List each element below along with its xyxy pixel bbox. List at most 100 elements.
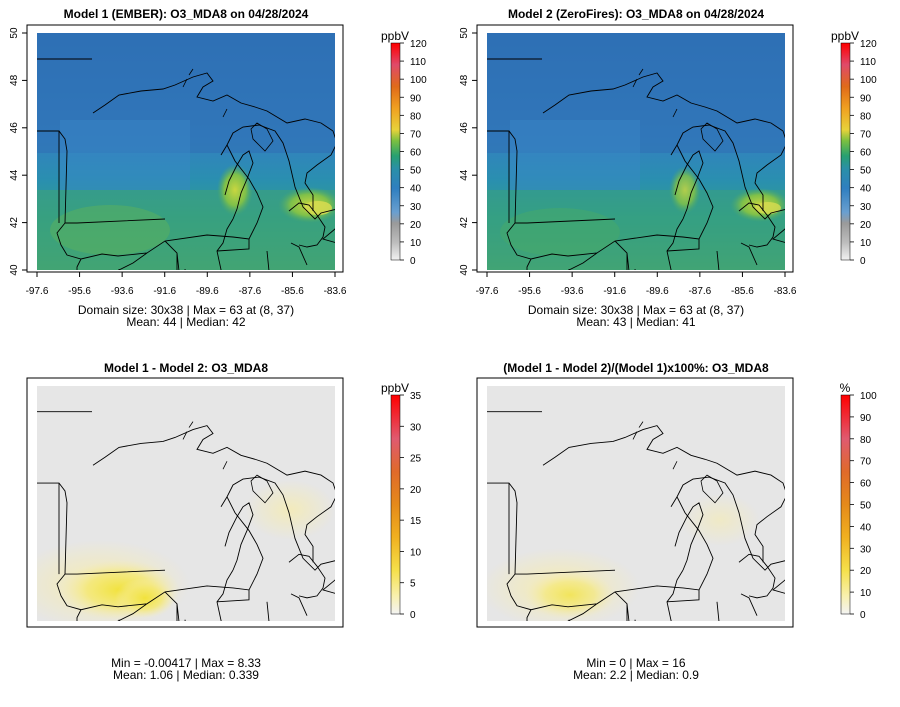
colorbar-tick-label: 50 [410, 166, 422, 177]
panel-model2: Model 2 (ZeroFires): O3_MDA8 on 04/28/20… [459, 7, 877, 329]
x-tick-label: -93.6 [561, 286, 584, 297]
panel-percent-difference: (Model 1 - Model 2)/(Model 1)x100%: O3_M… [476, 361, 877, 682]
colorbar-tick-label: 40 [410, 184, 422, 195]
panel3-title: Model 1 - Model 2: O3_MDA8 [104, 361, 268, 375]
x-tick-label: -91.6 [153, 286, 176, 297]
colorbar-tick-label: 70 [410, 129, 422, 140]
colorbar-tick-label: 40 [860, 184, 872, 195]
colorbar-tick-label: 30 [860, 544, 872, 555]
x-tick-label: -83.6 [774, 286, 797, 297]
y-tick-label: 42 [9, 217, 20, 229]
x-tick-label: -89.6 [646, 286, 669, 297]
colorbar-tick-label: 35 [410, 391, 422, 402]
panel-difference: Model 1 - Model 2: O3_MDA8 Min = -0.0041… [26, 361, 422, 682]
colorbar-tick-label: 100 [410, 75, 427, 86]
panel1-title: Model 1 (EMBER): O3_MDA8 on 04/28/2024 [64, 7, 309, 21]
colorbar-tick-label: 80 [410, 111, 422, 122]
x-tick-label: -97.6 [476, 286, 499, 297]
colorbar-tick-label: 30 [410, 422, 422, 433]
panel2-y-axis: 40 42 44 46 48 50 [459, 27, 477, 276]
colorbar-tick-label: 60 [860, 479, 872, 490]
panel3-colorbar-unit: ppbV [381, 381, 409, 395]
colorbar-tick-label: 50 [860, 501, 872, 512]
colorbar-tick-label: 5 [410, 579, 416, 590]
colorbar-tick-label: 50 [860, 166, 872, 177]
colorbar-tick-label: 70 [860, 129, 872, 140]
y-tick-label: 40 [459, 264, 470, 276]
colorbar-tick-label: 0 [860, 610, 866, 621]
colorbar-tick-label: 25 [410, 454, 422, 465]
panel1-colorbar-unit: ppbV [381, 29, 409, 43]
colorbar-tick-label: 30 [860, 202, 872, 213]
colorbar-tick-label: 0 [860, 256, 866, 267]
panel1-stats-line2: Mean: 44 | Median: 42 [126, 315, 246, 329]
panel1-colorbar: ppbV 0 10 20 30 40 50 60 70 80 90 100 110 120 [381, 29, 427, 267]
colorbar-tick-label: 90 [410, 93, 422, 104]
panel-model1: Model 1 (EMBER): O3_MDA8 on 04/28/2024 -… [9, 7, 427, 329]
colorbar-tick-label: 120 [410, 39, 427, 50]
colorbar-tick-label: 20 [410, 485, 422, 496]
panel2-heatmap [487, 33, 785, 270]
y-tick-label: 50 [9, 27, 20, 39]
colorbar-tick-label: 100 [860, 391, 877, 402]
y-tick-label: 44 [9, 169, 20, 181]
colorbar-tick-label: 100 [860, 75, 877, 86]
colorbar-tick-label: 10 [410, 547, 422, 558]
colorbar-tick-label: 120 [860, 39, 877, 50]
x-tick-label: -97.6 [26, 286, 49, 297]
panel3-stats-line1: Min = -0.00417 | Max = 8.33 [111, 656, 261, 670]
x-tick-label: -95.6 [518, 286, 541, 297]
panel4-frame [476, 377, 794, 628]
colorbar-tick-label: 70 [860, 457, 872, 468]
panel4-colorbar: % 0 10 20 30 40 50 60 70 80 90 100 [840, 381, 877, 621]
colorbar-tick-label: 60 [410, 148, 422, 159]
panel2-colorbar: ppbV 0 10 20 30 40 50 60 70 80 90 100 110 120 [831, 29, 877, 267]
x-tick-label: -87.6 [238, 286, 261, 297]
y-tick-label: 46 [459, 122, 470, 134]
panel4-stats-line2: Mean: 2.2 | Median: 0.9 [573, 668, 699, 682]
colorbar-tick-label: 0 [410, 256, 416, 267]
colorbar-tick-label: 90 [860, 93, 872, 104]
panel2-colorbar-unit: ppbV [831, 29, 859, 43]
colorbar-tick-label: 15 [410, 516, 422, 527]
colorbar-tick-label: 20 [410, 220, 422, 231]
x-tick-label: -87.6 [688, 286, 711, 297]
panel2-title: Model 2 (ZeroFires): O3_MDA8 on 04/28/20… [508, 7, 764, 21]
panel2-frame [476, 24, 794, 273]
x-tick-label: -85.6 [281, 286, 304, 297]
panel4-stats-line1: Min = 0 | Max = 16 [586, 656, 685, 670]
panel2-x-axis: -97.6 -95.6 -93.6 -91.6 -89.6 -87.6 -85.6 -83.6 [476, 272, 797, 297]
colorbar-tick-label: 110 [860, 57, 876, 68]
x-tick-label: -91.6 [603, 286, 626, 297]
panel2-stats-line1: Domain size: 30x38 | Max = 63 at (8, 37) [528, 303, 744, 317]
colorbar-tick-label: 10 [860, 238, 872, 249]
y-tick-label: 48 [9, 74, 20, 86]
panel4-heatmap [487, 386, 785, 621]
colorbar-tick-label: 0 [410, 610, 416, 621]
y-tick-label: 50 [459, 27, 470, 39]
panel1-stats-line1: Domain size: 30x38 | Max = 63 at (8, 37) [78, 303, 294, 317]
panel3-frame [26, 377, 344, 628]
panel4-title: (Model 1 - Model 2)/(Model 1)x100%: O3_M… [503, 361, 769, 375]
colorbar-tick-label: 110 [410, 57, 426, 68]
panel4-colorbar-unit: % [840, 381, 851, 395]
colorbar-tick-label: 30 [410, 202, 422, 213]
panel1-x-axis: -97.6 -95.6 -93.6 -91.6 -89.6 -87.6 -85.6 -83.6 [26, 272, 347, 297]
panel3-colorbar: ppbV 0 5 10 15 20 25 30 35 [381, 381, 422, 621]
panel3-stats-line2: Mean: 1.06 | Median: 0.339 [113, 668, 259, 682]
colorbar-tick-label: 60 [860, 148, 872, 159]
colorbar-tick-label: 90 [860, 413, 872, 424]
panel1-frame [26, 24, 344, 273]
colorbar-tick-label: 80 [860, 111, 872, 122]
y-tick-label: 44 [459, 169, 470, 181]
colorbar-tick-label: 80 [860, 435, 872, 446]
y-tick-label: 46 [9, 122, 20, 134]
panel2-stats-line2: Mean: 43 | Median: 41 [576, 315, 696, 329]
colorbar-tick-label: 40 [860, 522, 872, 533]
x-tick-label: -85.6 [731, 286, 754, 297]
y-tick-label: 40 [9, 264, 20, 276]
colorbar-tick-label: 10 [860, 588, 872, 599]
x-tick-label: -89.6 [196, 286, 219, 297]
x-tick-label: -93.6 [111, 286, 134, 297]
colorbar-tick-label: 20 [860, 220, 872, 231]
